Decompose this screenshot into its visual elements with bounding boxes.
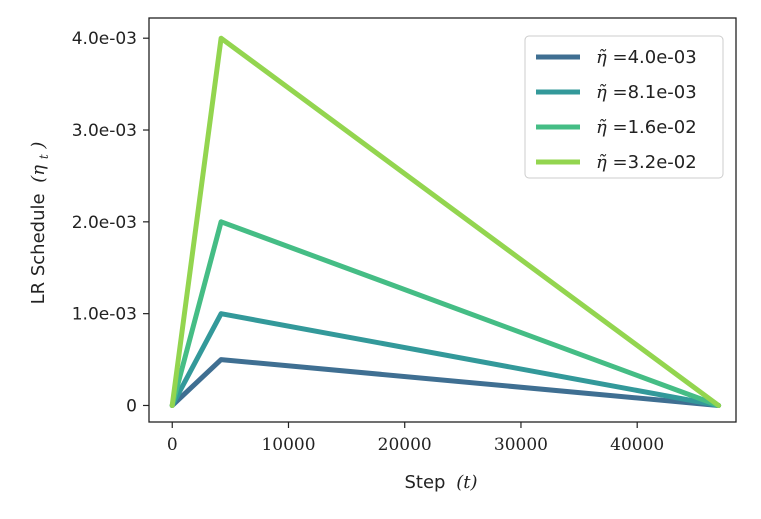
x-axis-label-text: Step [405,472,446,493]
legend-items: η̃ =4.0e-03η̃ =8.1e-03η̃ =1.6e-02η̃ =3.2… [536,47,697,173]
legend-label-2: η̃ =8.1e-03 [596,82,697,103]
legend-prefix: η̃ = [596,82,628,103]
y-axis-label-variable: (η [28,165,49,183]
x-tick-label: 40000 [610,435,664,455]
legend-prefix: η̃ = [596,47,628,68]
y-tick-label: 2.0e-03 [72,213,137,233]
legend-prefix: η̃ = [596,117,628,138]
x-tick-label: 10000 [261,435,315,455]
series-layer [169,35,722,408]
series-line-4 [169,35,722,408]
legend-value: 8.1e-03 [628,82,697,103]
x-axis-label-variable: (t) [456,472,477,493]
y-axis-label-close: ) [28,142,49,150]
x-tick-label: 30000 [494,435,548,455]
y-axis-ticks: 0 1.0e-03 2.0e-03 3.0e-03 4.0e-03 [72,29,149,416]
x-tick-label: 20000 [378,435,432,455]
legend-label-4: η̃ =3.2e-02 [596,152,697,173]
series-line-2 [169,311,722,408]
legend: η̃ =4.0e-03η̃ =8.1e-03η̃ =1.6e-02η̃ =3.2… [524,35,724,179]
y-axis-label-subscript: t [37,154,51,159]
legend-prefix: η̃ = [596,152,628,173]
series-line-3 [169,219,722,408]
y-tick-label: 1.0e-03 [72,305,137,325]
plot-frame [148,17,737,423]
legend-value: 4.0e-03 [628,47,697,68]
y-tick-label: 4.0e-03 [72,29,137,49]
legend-box [524,35,724,179]
x-axis-ticks: 0 10000 20000 30000 40000 [167,422,664,455]
y-tick-label: 0 [126,396,137,416]
legend-label-1: η̃ =4.0e-03 [596,47,697,68]
legend-value: 1.6e-02 [628,117,697,138]
x-tick-label: 0 [167,435,178,455]
legend-value: 3.2e-02 [628,152,697,173]
y-axis-label-text: LR Schedule [28,193,49,304]
y-axis-label: LR Schedule (η t ) [28,142,53,305]
series-line-1 [169,357,722,408]
legend-label-3: η̃ =1.6e-02 [596,117,697,138]
y-tick-label: 3.0e-03 [72,121,137,141]
x-axis-label: Step (t) [405,472,478,493]
